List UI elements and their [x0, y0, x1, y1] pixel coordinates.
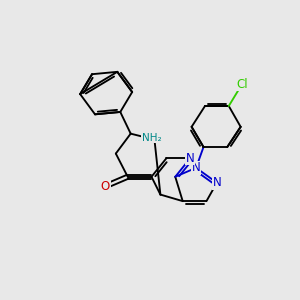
Text: NH₂: NH₂ — [142, 133, 161, 142]
Text: N: N — [212, 176, 221, 189]
Text: N: N — [186, 152, 194, 165]
Text: Cl: Cl — [236, 77, 248, 91]
Text: O: O — [101, 180, 110, 193]
Text: N: N — [192, 161, 200, 174]
